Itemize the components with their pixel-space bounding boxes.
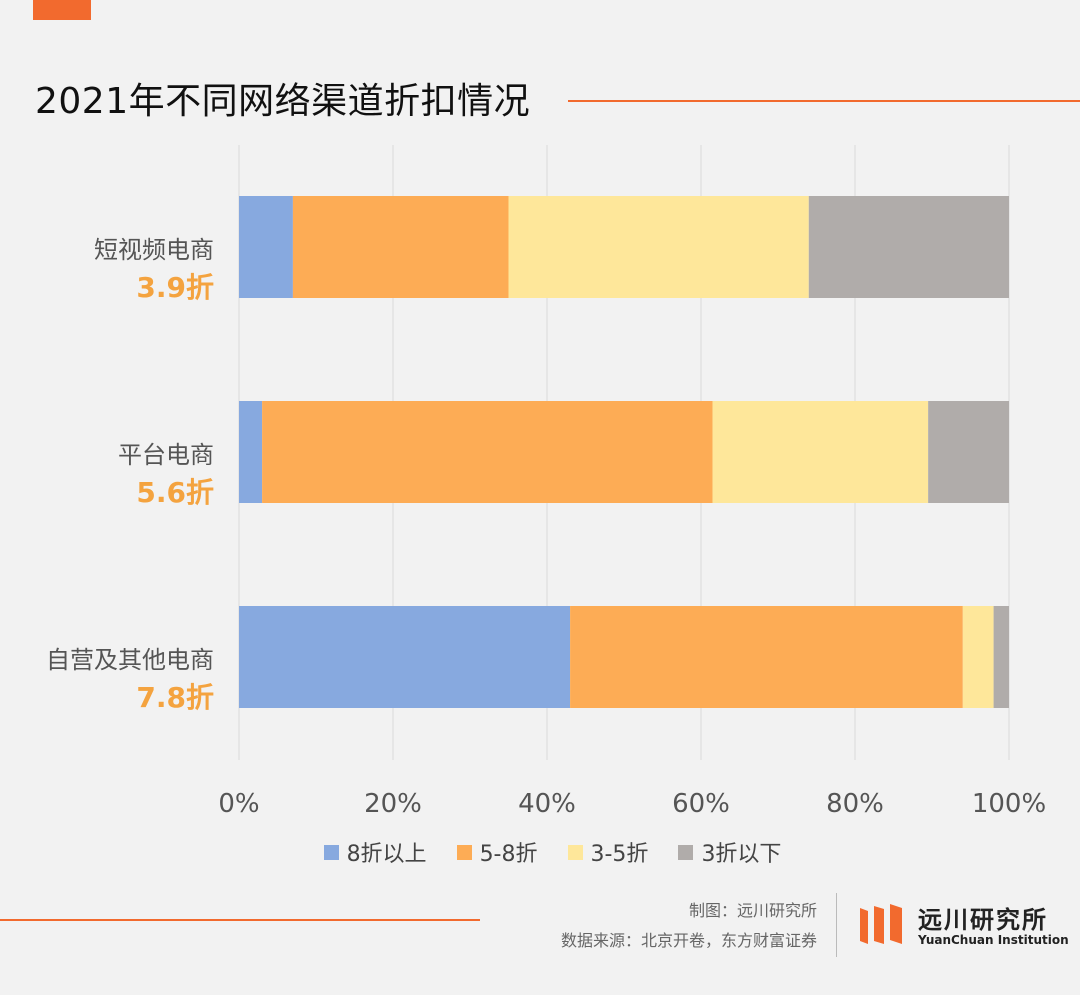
legend-swatch bbox=[678, 844, 694, 860]
chart-title: 2021年不同网络渠道折扣情况 bbox=[35, 81, 531, 122]
logo-mark-icon bbox=[860, 904, 902, 944]
bar-segment bbox=[262, 401, 713, 503]
bar-segment bbox=[508, 196, 809, 298]
maker-credit: 制图：远川研究所 bbox=[688, 901, 817, 920]
category-subtitle: 7.8折 bbox=[136, 681, 214, 714]
legend-item: 3-5折 bbox=[567, 836, 649, 868]
x-tick-label: 0% bbox=[218, 789, 259, 819]
category-subtitle: 3.9折 bbox=[136, 271, 214, 304]
category-label: 自营及其他电商 bbox=[46, 646, 214, 674]
category-label: 短视频电商 bbox=[94, 236, 214, 264]
top-accent-bar bbox=[33, 0, 91, 20]
title-rule bbox=[568, 100, 1080, 102]
legend-label: 8折以上 bbox=[346, 842, 427, 867]
category-label: 平台电商 bbox=[118, 441, 214, 469]
source-credit: 数据来源：北京开卷，东方财富证券 bbox=[560, 931, 817, 950]
legend-swatch bbox=[456, 844, 472, 860]
logo-name-cn: 远川研究所 bbox=[918, 906, 1048, 934]
bar-segment bbox=[239, 401, 263, 503]
legend-item: 3折以下 bbox=[678, 836, 781, 868]
bar-segment bbox=[570, 606, 963, 708]
x-tick-label: 100% bbox=[972, 789, 1046, 819]
x-tick-label: 60% bbox=[672, 789, 730, 819]
legend-item: 8折以上 bbox=[323, 836, 427, 868]
chart-plot: 0% 20% 40% 60% 80% 100% bbox=[218, 145, 1046, 819]
bar-segment bbox=[928, 401, 1009, 503]
footer-rule bbox=[0, 919, 480, 921]
legend-label: 5-8折 bbox=[479, 842, 538, 867]
chart-legend: 8折以上 5-8折 3-5折 3折以下 bbox=[0, 836, 1080, 868]
legend-item: 5-8折 bbox=[456, 836, 538, 868]
footer-divider bbox=[836, 893, 837, 957]
bar-segment bbox=[962, 606, 994, 708]
legend-swatch bbox=[323, 844, 339, 860]
bar-segment bbox=[239, 606, 571, 708]
category-subtitle: 5.6折 bbox=[136, 476, 214, 509]
footer-credits: 制图：远川研究所 数据来源：北京开卷，东方财富证券 bbox=[561, 896, 817, 956]
bar-segment bbox=[292, 196, 509, 298]
legend-label: 3-5折 bbox=[590, 842, 649, 867]
bar-segment bbox=[993, 606, 1009, 708]
x-tick-label: 20% bbox=[364, 789, 422, 819]
logo-name-en: YuanChuan Institution bbox=[918, 933, 1069, 947]
legend-label: 3折以下 bbox=[701, 842, 782, 867]
x-tick-label: 80% bbox=[826, 789, 884, 819]
x-tick-label: 40% bbox=[518, 789, 576, 819]
bar-segment bbox=[239, 196, 293, 298]
bar-segment bbox=[712, 401, 929, 503]
bar-segment bbox=[808, 196, 1009, 298]
legend-swatch bbox=[567, 844, 583, 860]
